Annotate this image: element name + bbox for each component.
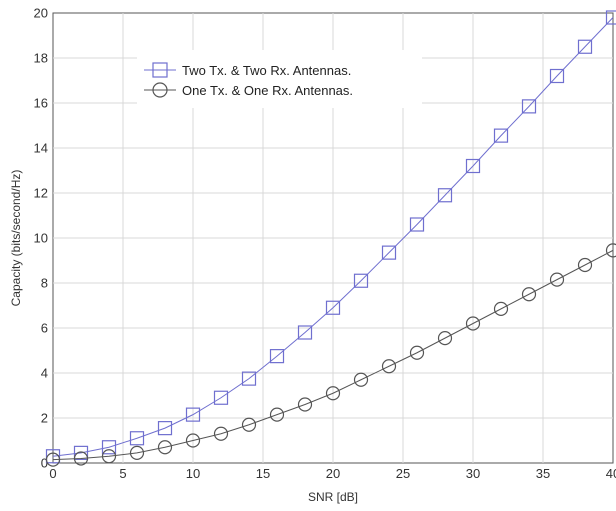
data-point-square bbox=[101, 440, 117, 455]
y-tick-label: 18 bbox=[34, 51, 48, 66]
x-tick-label: 40 bbox=[606, 466, 616, 481]
data-point-circle bbox=[521, 287, 537, 302]
data-point-circle bbox=[129, 445, 145, 460]
x-tick-label: 25 bbox=[396, 466, 410, 481]
y-tick-label: 2 bbox=[41, 411, 48, 426]
y-tick-label: 4 bbox=[41, 366, 48, 381]
data-point-square bbox=[73, 445, 89, 460]
data-point-circle bbox=[409, 345, 425, 360]
x-tick-label: 35 bbox=[536, 466, 550, 481]
x-tick-label: 20 bbox=[326, 466, 340, 481]
y-tick-label: 14 bbox=[34, 141, 48, 156]
data-point-square bbox=[605, 10, 616, 25]
grid-lines bbox=[53, 13, 613, 463]
data-point-square bbox=[129, 431, 145, 446]
legend-marker-circle bbox=[152, 82, 168, 98]
series-1 bbox=[45, 10, 616, 464]
data-point-square bbox=[297, 325, 313, 340]
data-point-square bbox=[549, 68, 565, 84]
data-point-circle bbox=[297, 397, 313, 412]
series-line bbox=[52, 249, 614, 461]
data-point-square bbox=[493, 128, 509, 143]
data-point-square bbox=[325, 300, 341, 315]
x-tick-label: 30 bbox=[466, 466, 480, 481]
y-tick-label: 12 bbox=[34, 186, 48, 201]
data-point-circle bbox=[577, 257, 593, 273]
data-point-square bbox=[213, 390, 229, 405]
data-point-circle bbox=[241, 417, 257, 432]
y-tick-label: 6 bbox=[41, 321, 48, 336]
series-line bbox=[52, 17, 614, 457]
data-point-circle bbox=[465, 316, 481, 331]
data-point-circle bbox=[185, 433, 201, 448]
legend-box bbox=[137, 50, 422, 108]
data-point-square bbox=[577, 39, 593, 54]
y-tick-label: 10 bbox=[34, 231, 48, 246]
y-axis-label: Capacity (bits/second/Hz) bbox=[9, 170, 23, 307]
legend-label-series-1: Two Tx. & Two Rx. Antennas. bbox=[182, 63, 351, 78]
data-point-circle bbox=[493, 301, 509, 316]
data-point-square bbox=[521, 99, 537, 114]
legend-label-series-2: One Tx. & One Rx. Antennas. bbox=[182, 83, 353, 98]
x-tick-label: 15 bbox=[256, 466, 270, 481]
data-point-square bbox=[185, 407, 201, 422]
y-tick-label: 0 bbox=[41, 456, 48, 471]
data-point-square bbox=[269, 349, 285, 364]
y-tick-label: 16 bbox=[34, 96, 48, 111]
data-point-circle bbox=[605, 243, 616, 258]
y-axis-ticks: 0 2 4 6 8 10 12 14 16 18 20 bbox=[34, 6, 48, 471]
data-point-circle bbox=[353, 372, 369, 387]
series-2 bbox=[45, 243, 616, 467]
data-point-square bbox=[409, 217, 425, 232]
data-point-square bbox=[45, 449, 61, 464]
y-tick-label: 8 bbox=[41, 276, 48, 291]
data-point-circle bbox=[549, 272, 565, 287]
x-tick-label: 10 bbox=[186, 466, 200, 481]
data-point-circle bbox=[325, 386, 341, 401]
y-tick-label: 20 bbox=[34, 6, 48, 21]
data-point-square bbox=[437, 188, 453, 203]
data-point-circle bbox=[213, 426, 229, 441]
data-point-circle bbox=[269, 407, 285, 422]
data-point-circle bbox=[437, 331, 453, 346]
data-point-circle bbox=[73, 451, 89, 466]
series-layer bbox=[45, 10, 616, 467]
x-axis-ticks: 0 5 10 15 20 25 30 35 40 bbox=[49, 466, 616, 481]
data-point-circle bbox=[381, 359, 397, 374]
data-point-square bbox=[353, 273, 369, 288]
x-axis-label: SNR [dB] bbox=[308, 490, 358, 504]
x-tick-label: 5 bbox=[119, 466, 126, 481]
x-tick-label: 0 bbox=[49, 466, 56, 481]
legend-marker-square bbox=[152, 62, 168, 78]
data-point-square bbox=[241, 371, 257, 386]
data-point-circle bbox=[101, 449, 117, 464]
data-point-circle bbox=[157, 440, 173, 455]
data-point-circle bbox=[45, 452, 61, 467]
data-point-square bbox=[381, 245, 397, 260]
data-point-square bbox=[157, 421, 173, 436]
data-point-square bbox=[465, 158, 481, 174]
legend: Two Tx. & Two Rx. Antennas. One Tx. & On… bbox=[137, 50, 422, 108]
